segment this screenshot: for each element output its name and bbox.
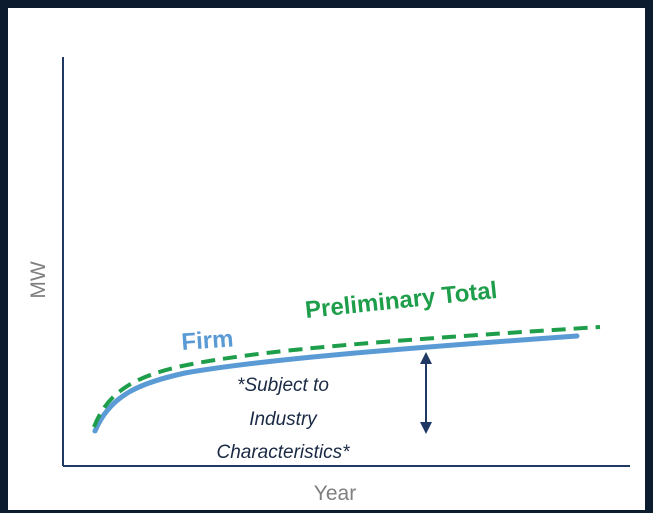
firm-series-label: Firm (181, 325, 235, 356)
annotation-line-1: *Subject to (237, 375, 329, 396)
x-axis-title: Year (314, 482, 356, 505)
y-axis-title: MW (27, 261, 50, 298)
firm-series-line (92, 333, 580, 434)
annotation-line-3: Characteristics* (216, 442, 350, 463)
preliminary-total-series-line (92, 325, 601, 428)
preliminary-total-series-label: Preliminary Total (304, 277, 499, 324)
annotation-line-2: Industry (249, 409, 318, 430)
